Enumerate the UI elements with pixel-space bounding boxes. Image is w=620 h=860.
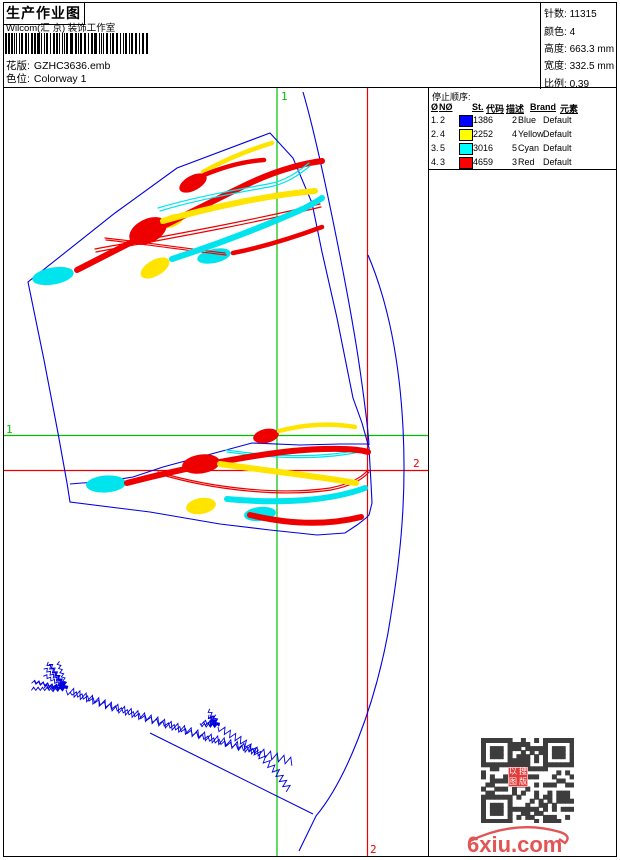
pattern-file-line: 花版: GZHC3636.emb: [6, 58, 110, 73]
colorway-line: 色位: Colorway 1: [6, 71, 86, 86]
qr-code: [481, 738, 575, 824]
color-swatch: [459, 129, 473, 141]
color-count-value: 4: [569, 26, 576, 38]
end-marker-label-right: 2: [413, 457, 420, 470]
height-row: 高度: 663.3 mm: [541, 39, 617, 56]
scale-value: 0.39: [569, 78, 590, 90]
row-index: 1.: [431, 115, 439, 125]
color-count-label: 颜色:: [544, 26, 567, 38]
pattern-label: 花版:: [6, 60, 30, 72]
needle-number: 3: [440, 157, 446, 167]
thread-code: 3: [511, 157, 517, 167]
col-code: 代码: [486, 104, 505, 114]
pattern-value: GZHC3636.emb: [33, 60, 111, 72]
thread-code: 4: [511, 129, 517, 139]
design-info-panel: 针数: 11315 颜色: 4 高度: 663.3 mm 宽度: 332.5 m…: [540, 2, 617, 91]
thread-brand: Default: [543, 143, 572, 153]
scale-row: 比例: 0.39: [541, 74, 617, 91]
stop-sequence-table: 停止顺序: Ø NØ St. 代码 描述 Brand 元素 1. 2 1386 …: [429, 88, 616, 170]
end-marker-label-bottom: 2: [370, 843, 377, 856]
thread-code: 5: [511, 143, 517, 153]
thread-brand: Default: [543, 115, 572, 125]
stitch-count: 2252: [473, 129, 494, 139]
thread-brand: Default: [543, 129, 572, 139]
width-label: 宽度:: [544, 61, 567, 73]
thread-description: Yellow: [518, 129, 544, 139]
row-index: 4.: [431, 157, 439, 167]
table-row: 1. 2 1386 2 Blue Default: [429, 115, 616, 128]
width-value: 332.5 mm: [569, 61, 615, 73]
scale-label: 比例:: [544, 78, 567, 90]
page-border: [3, 2, 617, 857]
stitch-count: 3016: [473, 143, 494, 153]
stitch-count-label: 针数:: [544, 9, 567, 21]
thread-description: Blue: [518, 115, 537, 125]
needle-number: 2: [440, 115, 446, 125]
needle-number: 5: [440, 143, 446, 153]
thread-description: Red: [518, 157, 535, 167]
colorway-label: 色位:: [6, 73, 30, 85]
table-row: 3. 5 3016 5 Cyan Default: [429, 143, 616, 156]
stitch-count: 4659: [473, 157, 494, 167]
thread-brand: Default: [543, 157, 572, 167]
col-st: St.: [472, 102, 484, 112]
site-logo-text: 6xiu.com: [467, 832, 562, 855]
header-divider: [3, 87, 616, 88]
row-index: 2.: [431, 129, 439, 139]
height-value: 663.3 mm: [569, 43, 615, 55]
stop-table-header: Ø NØ St. 代码 描述 Brand 元素: [429, 102, 616, 114]
width-row: 宽度: 332.5 mm: [541, 56, 617, 73]
stitch-count: 1386: [473, 115, 494, 125]
row-index: 3.: [431, 143, 439, 153]
garment-outline: [27, 91, 405, 852]
design-preview-area: 1 1 2 2: [4, 87, 428, 856]
col-hash: Ø: [431, 102, 439, 112]
col-brand: Brand: [530, 102, 557, 112]
company-name: Wilcom(汇 京) 装饰工作室: [6, 23, 116, 34]
seal-char: 搜: [519, 767, 527, 776]
stitch-count-row: 针数: 11315: [541, 4, 617, 21]
col-element: 元素: [560, 104, 579, 114]
site-logo: 6xiu.com: [466, 823, 578, 857]
start-marker-label-left: 1: [6, 423, 13, 436]
seal-char: 以: [509, 767, 517, 776]
col-desc: 描述: [506, 104, 525, 114]
table-row: 2. 4 2252 4 Yellow Default: [429, 129, 616, 142]
table-row: 4. 3 4659 3 Red Default: [429, 157, 616, 170]
color-swatch: [459, 157, 473, 169]
logo-swoosh: [469, 826, 569, 845]
stop-sequence-title: 停止顺序:: [432, 92, 471, 102]
page-title: 生产作业图: [3, 2, 85, 25]
design-barcode: [5, 33, 150, 54]
watermark-seal: 以 搜 图 版: [508, 767, 528, 787]
color-swatch: [459, 143, 473, 155]
stitch-group-upper: [32, 140, 325, 286]
blue-feather-stitches: [31, 661, 293, 793]
stitch-group-lower: [86, 422, 371, 526]
thread-description: Cyan: [518, 143, 540, 153]
color-swatch: [459, 115, 473, 127]
color-count-row: 颜色: 4: [541, 21, 617, 38]
start-marker-label-top: 1: [281, 90, 288, 103]
colorway-value: Colorway 1: [33, 73, 87, 85]
needle-number: 4: [440, 129, 446, 139]
crosshair-start-green: 1 1: [4, 88, 428, 856]
seal-char: 图: [509, 777, 517, 786]
height-label: 高度:: [544, 43, 567, 55]
crosshair-end-red: 2 2: [4, 88, 428, 856]
stitch-count-value: 11315: [569, 9, 597, 21]
col-needle: NØ: [439, 102, 453, 112]
panel-divider: [428, 87, 429, 856]
seal-char: 版: [519, 777, 527, 786]
thread-code: 2: [511, 115, 517, 125]
